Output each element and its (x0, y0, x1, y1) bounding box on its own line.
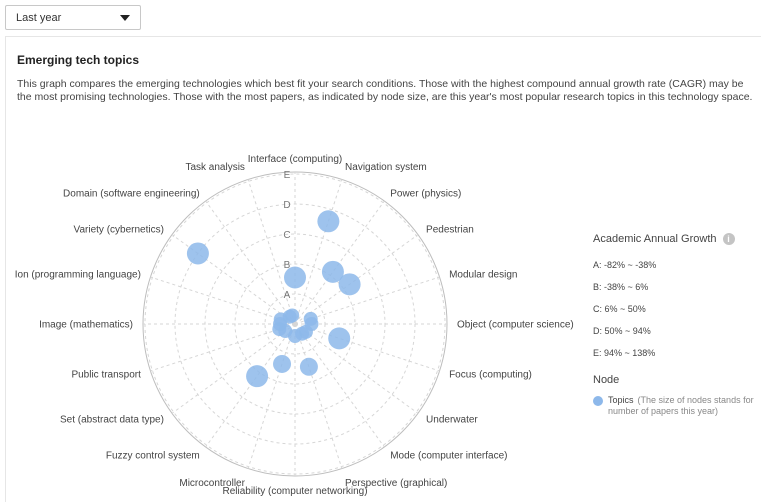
legend-range-d: D: 50% ~ 94% (593, 326, 651, 336)
axis-label-task-analysis: Task analysis (185, 162, 244, 173)
topic-node-perspective-graphical[interactable] (299, 357, 318, 376)
panel-description: This graph compares the emerging technol… (17, 78, 753, 103)
axis-label-mode-computer-interface: Mode (computer interface) (390, 451, 507, 462)
axis-label-variety-cybernetics: Variety (cybernetics) (74, 224, 164, 235)
spoke-power-physics (294, 200, 385, 325)
topic-node-task-analysis[interactable] (285, 308, 300, 323)
legend-ranges: A: -82% ~ -38% B: -38% ~ 6% C: 6% ~ 50% … (593, 254, 758, 364)
axis-label-domain-software-engineering: Domain (software engineering) (63, 188, 200, 199)
ring-label-b: B (284, 260, 291, 271)
legend-title-text: Academic Annual Growth (593, 233, 717, 245)
legend-range-e: E: 94% ~ 138% (593, 348, 656, 358)
spoke-modular-design (294, 276, 440, 325)
ring-label-e: E (284, 170, 291, 181)
spoke-pedestrian (294, 234, 419, 325)
axis-label-public-transport: Public transport (71, 370, 141, 381)
axis-label-image-mathematics: Image (mathematics) (39, 320, 133, 331)
topic-node-pedestrian[interactable] (338, 273, 361, 296)
node-dot-icon (593, 396, 603, 406)
ring-label-d: D (283, 200, 290, 211)
spoke-navigation-system (294, 179, 343, 325)
axis-label-object-computer-science: Object (computer science) (457, 320, 574, 331)
time-range-value: Last year (16, 11, 62, 24)
axis-label-power-physics: Power (physics) (390, 188, 461, 199)
spoke-microcontroller (247, 323, 296, 469)
legend-node-name: Topics (608, 395, 634, 405)
spoke-focus-computing (294, 323, 440, 372)
axis-label-reliability-computer-networking: Reliability (computer networking) (222, 486, 367, 497)
topic-node-microcontroller[interactable] (273, 354, 292, 373)
topic-node-variety-cybernetics[interactable] (186, 242, 209, 265)
chevron-down-icon (120, 14, 130, 21)
legend-range-a: A: -82% ~ -38% (593, 260, 657, 270)
topic-node-power-physics[interactable] (321, 260, 344, 283)
chart-legend: Academic Annual Growth i A: -82% ~ -38% … (593, 233, 758, 417)
legend-range-c: C: 6% ~ 50% (593, 304, 646, 314)
axis-label-navigation-system: Navigation system (345, 162, 427, 173)
spoke-ion-programming-language (150, 276, 296, 325)
legend-range-b: B: -38% ~ 6% (593, 282, 649, 292)
panel-title: Emerging tech topics (17, 53, 140, 67)
spoke-mode-computer-interface (294, 323, 385, 448)
topic-node-fuzzy-control-system[interactable] (246, 365, 269, 388)
time-range-dropdown[interactable]: Last year (5, 5, 141, 30)
spoke-domain-software-engineering (205, 200, 296, 325)
legend-title: Academic Annual Growth i (593, 233, 758, 245)
legend-node-title: Node (593, 374, 620, 386)
spoke-underwater (294, 323, 419, 414)
legend-node-text: Topics (The size of nodes stands for numb… (608, 395, 758, 417)
ring-label-c: C (283, 230, 290, 241)
axis-label-ion-programming-language: Ion (programming language) (15, 269, 141, 280)
emerging-tech-panel: Emerging tech topics This graph compares… (5, 36, 761, 502)
legend-node-note: (The size of nodes stands for number of … (608, 395, 754, 416)
axis-label-modular-design: Modular design (449, 269, 517, 280)
axis-label-interface-computing: Interface (computing) (248, 154, 343, 165)
info-icon[interactable]: i (722, 233, 735, 245)
topic-node-navigation-system[interactable] (317, 210, 340, 233)
axis-label-fuzzy-control-system: Fuzzy control system (106, 451, 200, 462)
spoke-fuzzy-control-system (205, 323, 296, 448)
topic-node-interface-computing[interactable] (284, 266, 306, 289)
axis-label-underwater: Underwater (426, 415, 478, 426)
axis-label-microcontroller: Microcontroller (179, 478, 245, 489)
spoke-set-abstract-data-type (171, 323, 296, 414)
axis-label-perspective-graphical: Perspective (graphical) (345, 478, 447, 489)
axis-label-set-abstract-data-type: Set (abstract data type) (60, 415, 164, 426)
spoke-perspective-graphical (294, 323, 343, 469)
legend-node-item[interactable]: Topics (The size of nodes stands for numb… (593, 395, 758, 417)
spoke-public-transport (150, 323, 296, 372)
axis-label-pedestrian: Pedestrian (426, 224, 474, 235)
axis-label-focus-computing: Focus (computing) (449, 370, 532, 381)
topic-node-focus-computing[interactable] (328, 327, 351, 350)
spoke-task-analysis (247, 179, 296, 325)
ring-label-a: A (284, 290, 291, 301)
